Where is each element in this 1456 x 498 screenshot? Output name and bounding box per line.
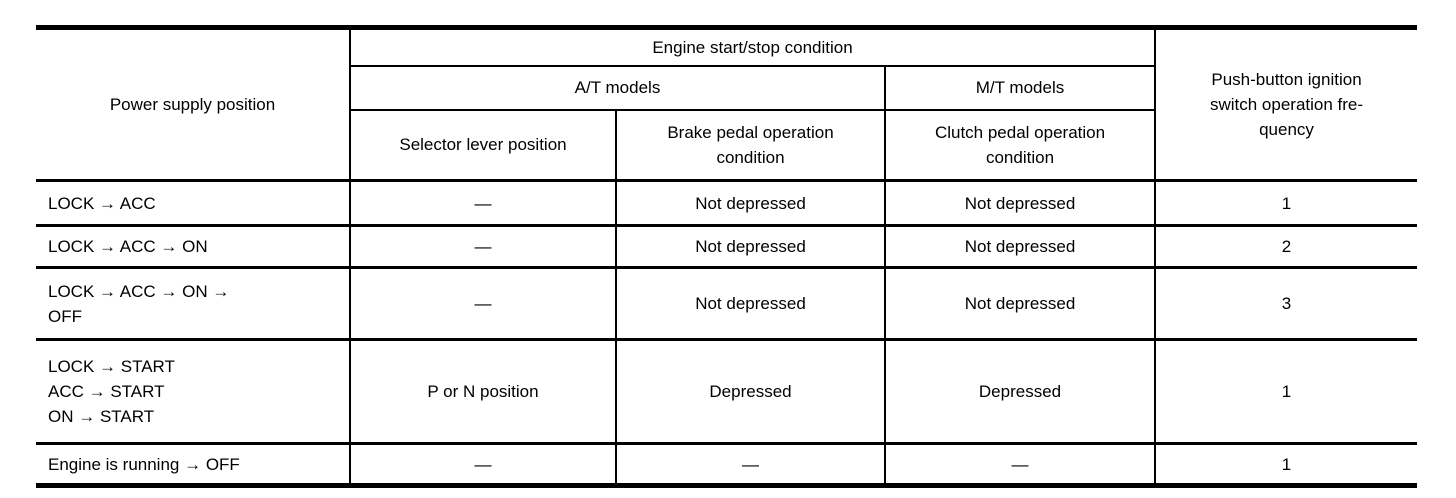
cell-power-position: LOCK → ACC → ON → OFF [36,266,351,341]
header-brake-pedal-condition: Brake pedal operation condition [615,108,886,182]
header-clutch-pedal-condition: Clutch pedal operation condition [883,108,1157,182]
cell-clutch-pedal: Not depressed [883,224,1157,269]
table-row: LOCK → ACC — Not depressed Not depressed… [36,179,1418,227]
ignition-operation-table: Power supply position Engine start/stop … [36,25,1418,488]
header-mt-models: M/T models [883,64,1157,111]
header-power-supply-position: Power supply position [36,26,351,182]
cell-brake-pedal: — [615,442,886,487]
header-at-models: A/T models [349,64,886,111]
cell-power-position: LOCK → ACC → ON [36,224,351,269]
table-header: Power supply position Engine start/stop … [36,26,1418,182]
cell-brake-pedal: Not depressed [615,266,886,341]
cell-clutch-pedal: Not depressed [883,266,1157,341]
cell-selector-lever: — [349,266,617,341]
cell-power-position: LOCK → START ACC → START ON → START [36,338,351,445]
cell-clutch-pedal: Depressed [883,338,1157,445]
cell-power-position: Engine is running → OFF [36,442,351,487]
table-body: LOCK → ACC — Not depressed Not depressed… [36,179,1418,487]
cell-selector-lever: P or N position [349,338,617,445]
cell-clutch-pedal: — [883,442,1157,487]
cell-frequency: 1 [1154,442,1418,487]
cell-frequency: 1 [1154,179,1418,227]
header-engine-start-stop-condition: Engine start/stop condition [348,26,1157,67]
cell-selector-lever: — [349,224,617,269]
cell-frequency: 3 [1154,266,1418,341]
table-row: LOCK → ACC → ON → OFF — Not depressed No… [36,266,1418,341]
header-selector-lever-position: Selector lever position [349,108,617,182]
cell-brake-pedal: Depressed [615,338,886,445]
cell-brake-pedal: Not depressed [615,224,886,269]
table-row: Engine is running → OFF — — — 1 [36,442,1418,487]
cell-selector-lever: — [349,442,617,487]
cell-selector-lever: — [349,179,617,227]
table-row: LOCK → ACC → ON — Not depressed Not depr… [36,224,1418,269]
cell-power-position: LOCK → ACC [36,179,351,227]
cell-frequency: 1 [1154,338,1418,445]
cell-brake-pedal: Not depressed [615,179,886,227]
table-row: LOCK → START ACC → START ON → START P or… [36,338,1418,445]
header-push-button-frequency: Push-button ignition switch operation fr… [1154,26,1418,182]
cell-clutch-pedal: Not depressed [883,179,1157,227]
cell-frequency: 2 [1154,224,1418,269]
